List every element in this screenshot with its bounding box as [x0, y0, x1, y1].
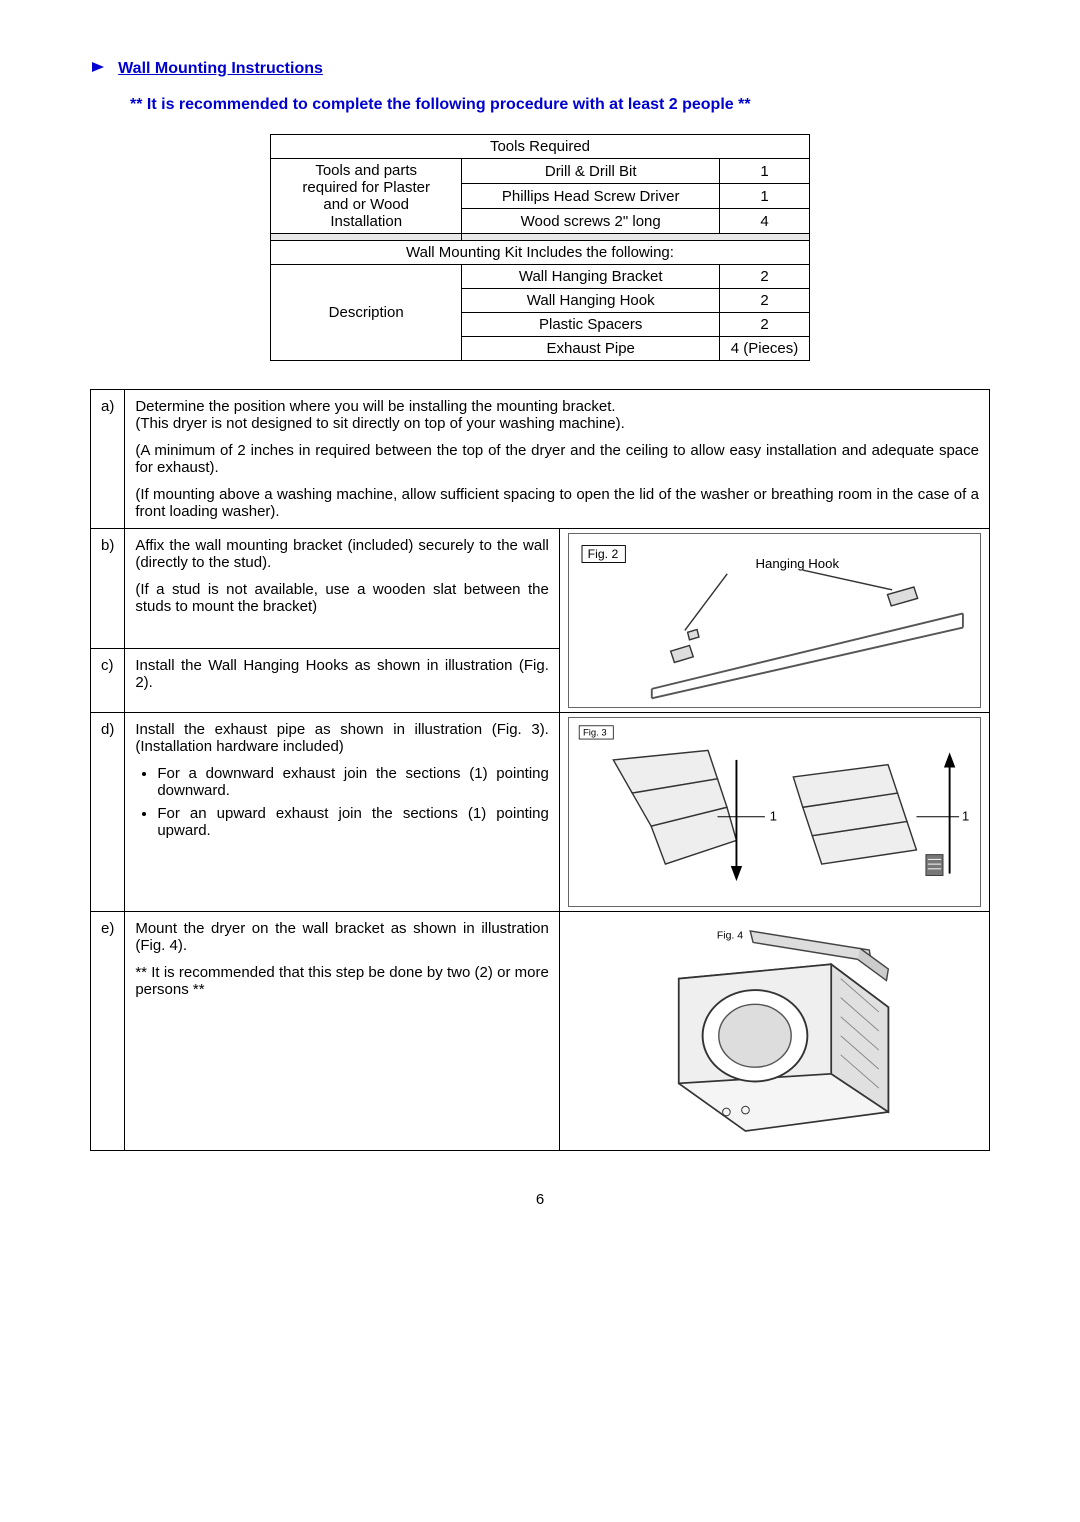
left-label-0: Tools and parts — [315, 162, 417, 179]
tool-row-0-name: Drill & Drill Bit — [462, 159, 720, 184]
kit-row-0-name: Wall Hanging Bracket — [462, 265, 720, 289]
step-e-text: Mount the dryer on the wall bracket as s… — [125, 912, 560, 1151]
step-c-id: c) — [91, 648, 125, 712]
kit-row-3-name: Exhaust Pipe — [462, 337, 720, 361]
step-e-p1: Mount the dryer on the wall bracket as s… — [135, 920, 549, 954]
tools-required-table: Tools Required Tools and parts required … — [270, 134, 810, 361]
fig3-callout-l: 1 — [770, 809, 777, 824]
step-d-li1: For a downward exhaust join the sections… — [157, 765, 549, 799]
kit-title: Wall Mounting Kit Includes the following… — [271, 241, 810, 265]
tool-row-1-name: Phillips Head Screw Driver — [462, 184, 720, 209]
kit-row-3-qty: 4 (Pieces) — [720, 337, 810, 361]
tool-row-2-qty: 4 — [720, 209, 810, 234]
step-c-text: Install the Wall Hanging Hooks as shown … — [125, 648, 560, 712]
spacer-cell-l — [271, 234, 462, 241]
kit-row-0-qty: 2 — [720, 265, 810, 289]
step-a-p1: Determine the position where you will be… — [135, 398, 615, 415]
step-b-p2: (If a stud is not available, use a woode… — [135, 581, 549, 615]
left-label-1: required for Plaster — [302, 179, 430, 196]
spacer-cell-r — [462, 234, 810, 241]
kit-row-2-qty: 2 — [720, 313, 810, 337]
heading-link: Wall Mounting Instructions — [118, 60, 323, 77]
fig2-hook-label: Hanging Hook — [756, 556, 840, 571]
arrow-bullet-icon — [90, 60, 106, 78]
tools-title: Tools Required — [271, 135, 810, 159]
kit-row-2-name: Plastic Spacers — [462, 313, 720, 337]
kit-row-1-name: Wall Hanging Hook — [462, 289, 720, 313]
instruction-table: a) Determine the position where you will… — [90, 389, 990, 1151]
step-d-p1: Install the exhaust pipe as shown in ill… — [135, 721, 549, 755]
step-a-p4: (If mounting above a washing machine, al… — [135, 486, 979, 520]
step-b-id: b) — [91, 529, 125, 649]
tool-row-1-qty: 1 — [720, 184, 810, 209]
tool-row-2-name: Wood screws 2" long — [462, 209, 720, 234]
fig3-label: Fig. 3 — [583, 727, 607, 738]
step-a-p2: (This dryer is not designed to sit direc… — [135, 415, 624, 432]
step-b-p1: Affix the wall mounting bracket (include… — [135, 537, 549, 571]
page-number: 6 — [90, 1191, 990, 1208]
fig2-label: Fig. 2 — [588, 547, 619, 561]
fig4-label: Fig. 4 — [717, 931, 743, 942]
desc-label: Description — [271, 265, 462, 361]
left-label-2: and or Wood — [323, 196, 409, 213]
fig4-cell: Fig. 4 — [559, 912, 989, 1151]
section-heading: Wall Mounting Instructions — [90, 60, 990, 78]
tools-left-label: Tools and parts required for Plaster and… — [271, 159, 462, 234]
left-label-3: Installation — [330, 213, 402, 230]
kit-row-1-qty: 2 — [720, 289, 810, 313]
fig2-cell: Fig. 2 Hanging Hook — [559, 529, 989, 713]
step-e-p2: ** It is recommended that this step be d… — [135, 964, 549, 998]
step-a-text: Determine the position where you will be… — [125, 390, 990, 529]
step-d-id: d) — [91, 713, 125, 912]
step-a-p3: (A minimum of 2 inches in required betwe… — [135, 442, 979, 476]
fig2-box: Fig. 2 Hanging Hook — [568, 533, 981, 708]
step-d-text: Install the exhaust pipe as shown in ill… — [125, 713, 560, 912]
fig3-cell: Fig. 3 1 — [559, 713, 989, 912]
fig3-callout-r: 1 — [962, 809, 969, 824]
step-b-text: Affix the wall mounting bracket (include… — [125, 529, 560, 649]
tool-row-0-qty: 1 — [720, 159, 810, 184]
step-d-li2: For an upward exhaust join the sections … — [157, 805, 549, 839]
step-e-id: e) — [91, 912, 125, 1151]
fig4-box: Fig. 4 — [564, 916, 985, 1146]
fig3-box: Fig. 3 1 — [568, 717, 981, 907]
step-c-p1: Install the Wall Hanging Hooks as shown … — [135, 657, 549, 691]
step-a-id: a) — [91, 390, 125, 529]
sub-heading: ** It is recommended to complete the fol… — [130, 96, 990, 114]
